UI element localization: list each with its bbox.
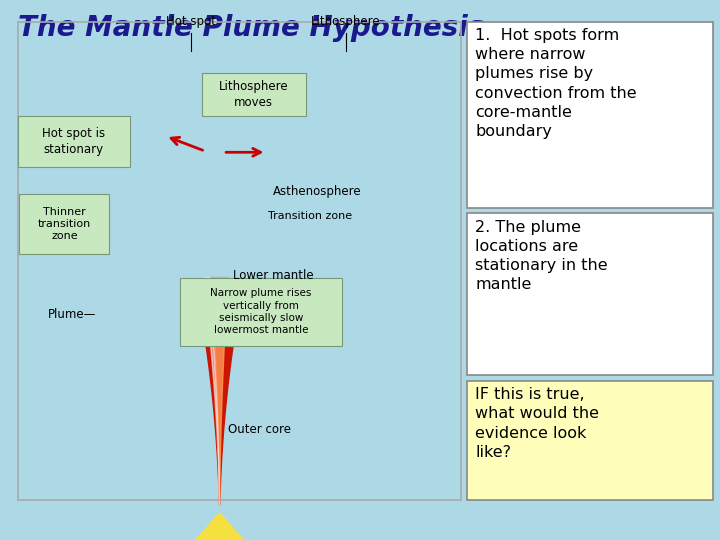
- Text: Transition zone: Transition zone: [268, 211, 351, 221]
- FancyBboxPatch shape: [19, 194, 109, 254]
- Bar: [18, 22, 461, 500]
- FancyBboxPatch shape: [180, 278, 342, 346]
- Text: Plume—: Plume—: [48, 308, 96, 321]
- Polygon shape: [194, 280, 245, 504]
- Text: IF this is true,
what would the
evidence look
like?: IF this is true, what would the evidence…: [475, 387, 599, 460]
- FancyBboxPatch shape: [18, 116, 130, 167]
- Text: Outer core: Outer core: [228, 423, 291, 436]
- FancyBboxPatch shape: [202, 73, 306, 116]
- Text: Lower mantle: Lower mantle: [233, 269, 314, 282]
- FancyBboxPatch shape: [467, 381, 713, 500]
- Text: Narrow plume rises
vertically from
seismically slow
lowermost mantle: Narrow plume rises vertically from seism…: [210, 288, 312, 335]
- Text: Thinner
transition
zone: Thinner transition zone: [38, 207, 91, 241]
- Polygon shape: [203, 278, 220, 504]
- FancyBboxPatch shape: [467, 213, 713, 375]
- Text: Asthenosphere: Asthenosphere: [272, 185, 361, 198]
- Text: Lithosphere
moves: Lithosphere moves: [219, 80, 289, 109]
- Polygon shape: [211, 278, 228, 504]
- Text: The Mantle Plume Hypothesis: The Mantle Plume Hypothesis: [18, 14, 485, 42]
- Text: 1.  Hot spots form
where narrow
plumes rise by
convection from the
core-mantle
b: 1. Hot spots form where narrow plumes ri…: [475, 28, 636, 139]
- Text: Lithosphere: Lithosphere: [311, 15, 380, 28]
- Polygon shape: [156, 513, 284, 540]
- FancyBboxPatch shape: [467, 22, 713, 208]
- Text: 2. The plume
locations are
stationary in the
mantle: 2. The plume locations are stationary in…: [475, 220, 608, 292]
- Text: Hot spot: Hot spot: [166, 15, 216, 28]
- Text: Hot spot is
stationary: Hot spot is stationary: [42, 127, 105, 156]
